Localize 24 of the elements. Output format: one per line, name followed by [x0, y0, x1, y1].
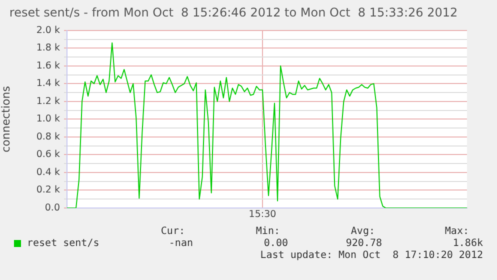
- text: 0.00: [264, 238, 288, 250]
- y-tick-label: 0.2 k: [36, 184, 60, 196]
- x-tick-label: 15:30: [248, 209, 276, 220]
- y-tick-label: 0.8 k: [36, 131, 60, 142]
- y-tick-label: 0.0: [44, 202, 60, 214]
- y-tick-label: 1.2 k: [36, 96, 60, 107]
- y-tick-label: 1.6 k: [36, 60, 60, 72]
- y-tick-label: 0.4 k: [36, 166, 60, 178]
- y-tick-label: 1.0 k: [36, 114, 60, 125]
- y-tick-label: 2.0 k: [36, 24, 60, 36]
- text: Last update: Mon Oct 8 17:10:20 2012: [260, 250, 483, 262]
- text: 920.78: [346, 238, 382, 250]
- text: 1.86k: [452, 238, 483, 250]
- y-tick-label: 1.8 k: [36, 42, 60, 54]
- y-axis-title: connections: [0, 86, 12, 152]
- text: Cur:: [160, 226, 185, 238]
- text: Min:: [256, 226, 280, 238]
- text: -nan: [168, 238, 193, 250]
- text: Avg:: [350, 226, 375, 238]
- legend-label: reset sent/s: [27, 238, 100, 250]
- y-tick-label: 0.6 k: [36, 149, 60, 160]
- y-tick-label: 1.4 k: [36, 78, 60, 90]
- text: Max:: [444, 226, 469, 238]
- chart-title: reset sent/s - from Mon Oct 8 15:26:46 2012 to Mon Oct 8 15:33:26 2012: [9, 5, 458, 20]
